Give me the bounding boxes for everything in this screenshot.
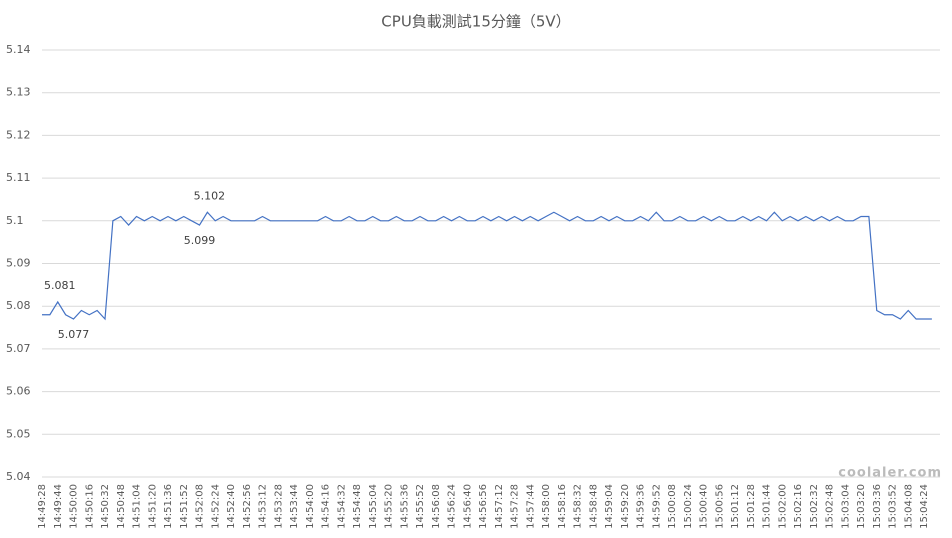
x-tick-label: 15:03:36 [872,484,883,529]
y-tick-label: 5.06 [6,385,31,398]
x-tick-label: 14:54:48 [352,484,363,529]
x-tick-label: 15:02:32 [809,484,820,529]
x-tick-label: 15:03:04 [840,484,851,529]
y-tick-label: 5.09 [6,257,31,270]
x-tick-label: 14:57:28 [510,484,521,529]
x-tick-label: 14:55:20 [384,484,395,529]
x-tick-label: 15:00:40 [699,484,710,529]
x-tick-label: 15:03:20 [856,484,867,529]
x-tick-label: 14:54:00 [305,484,316,529]
x-tick-label: 14:50:16 [84,484,95,529]
x-tick-label: 15:02:16 [793,484,804,529]
x-tick-label: 14:51:04 [132,484,143,529]
x-tick-label: 14:58:32 [573,484,584,529]
chart-title: CPU負載測試15分鐘（5V） [381,13,570,31]
x-tick-label: 14:59:04 [604,484,615,529]
x-tick-label: 14:53:28 [273,484,284,529]
x-tick-label: 14:57:12 [494,484,505,529]
data-label: 5.099 [184,234,216,247]
x-tick-label: 14:59:20 [620,484,631,529]
y-tick-label: 5.11 [6,171,31,184]
x-tick-label: 15:04:24 [919,484,930,529]
x-tick-label: 14:55:36 [399,484,410,529]
x-tick-label: 14:54:32 [336,484,347,529]
y-tick-label: 5.04 [6,470,31,483]
data-line [42,211,932,321]
x-tick-label: 14:53:12 [258,484,269,529]
x-tick-label: 14:50:48 [116,484,127,529]
x-tick-label: 14:59:36 [636,484,647,529]
x-tick-label: 14:52:24 [210,484,221,529]
x-tick-label: 15:03:52 [888,484,899,529]
x-tick-label: 14:49:28 [37,484,48,529]
x-tick-label: 14:54:16 [321,484,332,529]
x-tick-label: 14:59:52 [651,484,662,529]
x-tick-label: 15:01:12 [730,484,741,529]
x-tick-label: 14:52:40 [226,484,237,529]
y-tick-label: 5.08 [6,299,31,312]
x-tick-label: 14:51:36 [163,484,174,529]
x-tick-label: 14:52:56 [242,484,253,529]
y-tick-label: 5.07 [6,342,31,355]
y-tick-label: 5.12 [6,128,31,141]
x-tick-label: 14:56:40 [462,484,473,529]
x-tick-label: 14:53:44 [289,484,300,529]
x-tick-label: 15:04:08 [903,484,914,529]
x-tick-label: 14:55:04 [368,484,379,529]
y-tick-label: 5.13 [6,86,31,99]
x-tick-label: 15:00:08 [667,484,678,529]
x-tick-label: 14:50:00 [69,484,80,529]
x-tick-label: 14:49:44 [53,484,64,529]
x-tick-label: 14:58:16 [557,484,568,529]
x-tick-label: 14:55:52 [415,484,426,529]
x-tick-label: 15:02:00 [777,484,788,529]
x-tick-label: 14:56:56 [478,484,489,529]
x-tick-label: 15:00:24 [683,484,694,529]
data-label: 5.081 [44,279,76,292]
x-tick-label: 14:51:52 [179,484,190,529]
x-tick-label: 14:57:44 [525,484,536,529]
y-tick-label: 5.14 [6,43,31,56]
data-label: 5.102 [194,189,226,202]
x-tick-label: 14:56:24 [447,484,458,529]
x-tick-label: 15:01:28 [746,484,757,529]
y-tick-label: 5.05 [6,427,31,440]
x-tick-label: 15:02:48 [825,484,836,529]
y-tick-label: 5.1 [6,214,24,227]
x-tick-label: 15:01:44 [762,484,773,529]
x-tick-label: 14:56:08 [431,484,442,529]
x-tick-label: 15:00:56 [714,484,725,529]
watermark: coolaler.com [838,466,942,481]
x-tick-label: 14:58:00 [541,484,552,529]
x-tick-label: 14:58:48 [588,484,599,529]
x-tick-label: 14:51:20 [147,484,158,529]
x-tick-label: 14:52:08 [195,484,206,529]
x-tick-label: 14:50:32 [100,484,111,529]
data-label: 5.077 [58,328,90,341]
